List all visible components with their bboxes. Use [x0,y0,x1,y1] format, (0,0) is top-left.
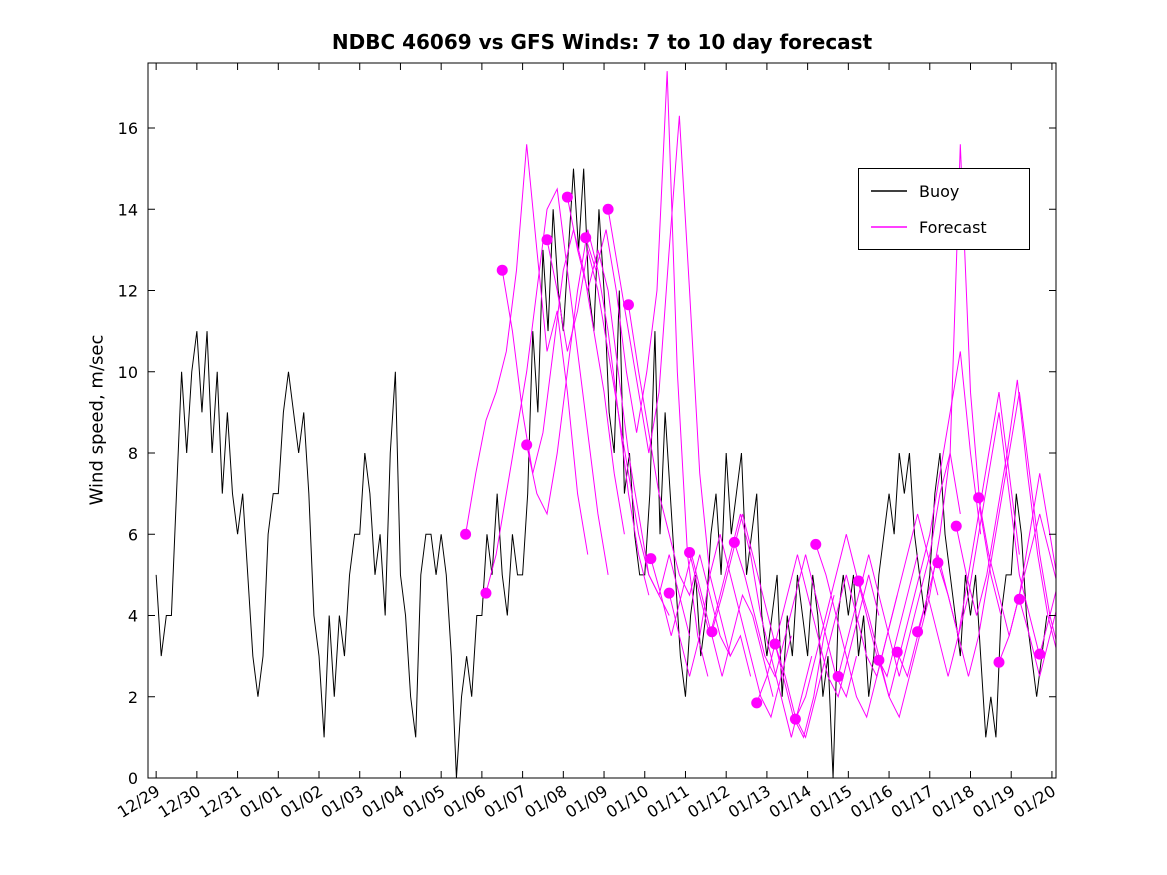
x-tick-label: 01/19 [969,781,1018,822]
forecast-marker-dot [853,575,865,587]
legend-item-forecast: Forecast [871,218,1029,237]
forecast-series-line [668,534,792,719]
legend: Buoy Forecast [858,168,1030,250]
forecast-marker-dot [480,587,492,599]
axes-box [147,62,1057,779]
forecast-series-line [711,513,835,739]
forecast-marker-dot [580,232,592,244]
forecast-marker-dot [912,626,924,638]
forecast-marker-dot [541,234,553,246]
forecast-marker-dot [663,587,675,599]
x-tick-label: 01/15 [806,781,855,822]
y-tick-label: 8 [128,444,138,463]
forecast-line-swatch [871,226,907,228]
x-tick-label: 01/09 [562,781,611,822]
forecast-series-line [878,144,1002,719]
x-tick-label: 01/13 [725,781,774,822]
legend-label-buoy: Buoy [919,181,960,201]
x-tick-label: 01/06 [440,781,489,822]
forecast-marker-dot [789,713,801,725]
forecast-marker-dot [460,528,472,540]
y-tick-label: 12 [118,282,138,301]
y-tick-label: 2 [128,688,138,707]
y-tick-label: 16 [118,119,138,138]
forecast-series-line [955,379,1056,651]
x-tick-label: 01/03 [318,781,367,822]
forecast-marker-dot [1034,648,1046,660]
y-tick-label: 14 [118,200,138,219]
x-tick-label: 01/02 [277,781,326,822]
series-layer [155,71,1056,778]
forecast-marker-dot [645,553,657,565]
forecast-marker-dot [706,626,718,638]
forecast-marker-dot [832,670,844,682]
x-tick-label: 12/31 [196,781,245,822]
forecast-series-line [937,391,1056,677]
forecast-marker-dot [602,203,614,215]
forecast-series-line [998,513,1056,663]
forecast-marker-dot [993,656,1005,668]
x-tick-label: 01/08 [521,781,570,822]
forecast-marker-dot [973,492,985,504]
forecast-marker-dot [1013,593,1025,605]
forecast-marker-dot [810,538,822,550]
x-tick-label: 01/07 [481,781,530,822]
forecast-series-line [978,473,1056,636]
forecast-series-line [526,229,650,596]
y-tick-label: 4 [128,607,138,626]
legend-item-buoy: Buoy [871,182,1029,201]
forecast-series-line [485,187,609,594]
forecast-marker-dot [769,638,781,650]
forecast-series-line [815,513,939,719]
y-tick-label: 0 [128,769,138,788]
x-tick-label: 01/04 [358,781,407,822]
x-tick-label: 01/01 [236,781,285,822]
forecast-series-line [566,196,691,636]
forecast-series-line [465,144,589,555]
forecast-marker-dot [521,439,533,451]
forecast-series-line [627,304,752,677]
x-tick-label: 01/18 [928,781,977,822]
chart-title: NDBC 46069 vs GFS Winds: 7 to 10 day for… [331,30,873,54]
y-tick-label: 6 [128,525,138,544]
x-tick-label: 01/16 [847,781,896,822]
x-tick-label: 01/20 [1010,781,1059,822]
forecast-series-line [756,554,880,704]
x-tick-label: 01/10 [603,781,652,822]
x-tick-label: 12/29 [114,781,163,822]
x-tick-label: 01/14 [766,781,815,822]
forecast-marker-dot [873,654,885,666]
forecast-series-line [1039,589,1056,655]
forecast-marker-dot [728,536,740,548]
forecast-marker-dot [950,520,962,532]
forecast-series-line [917,412,1041,657]
legend-label-forecast: Forecast [919,217,987,237]
y-tick-label: 10 [118,363,138,382]
x-tick-label: 01/17 [888,781,937,822]
x-tick-label: 01/05 [399,781,448,822]
buoy-line-swatch [871,190,907,192]
forecast-marker-dot [496,264,508,276]
forecast-marker-dot [561,191,573,203]
forecast-series-line [794,534,919,720]
forecast-marker-dot [684,547,696,559]
forecast-marker-dot [932,557,944,569]
forecast-marker-dot [891,646,903,658]
forecast-marker-dot [751,697,763,709]
x-tick-label: 01/12 [684,781,733,822]
forecast-series-line [837,452,961,677]
forecast-marker-dot [622,299,634,311]
forecast-series-line [501,229,625,535]
x-tick-label: 01/11 [643,781,692,822]
x-tick-label: 12/30 [155,781,204,822]
